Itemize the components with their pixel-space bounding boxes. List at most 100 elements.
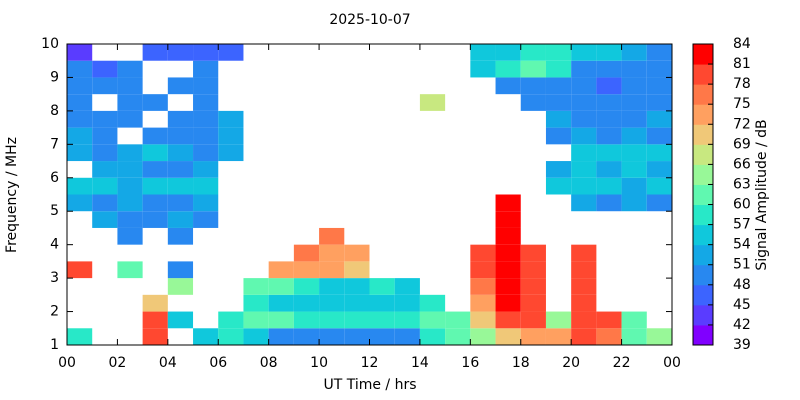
heatmap-cell [167, 77, 194, 95]
heatmap-cell [495, 328, 521, 345]
x-tick-label: 18 [512, 355, 530, 371]
heatmap-cell [142, 294, 168, 312]
heatmap-cell [394, 311, 420, 329]
heatmap-cell [319, 294, 345, 312]
colorbar-segment [693, 124, 713, 145]
heatmap-cell [571, 127, 597, 145]
heatmap-cell [646, 94, 672, 111]
heatmap-cell [218, 110, 244, 128]
heatmap-cell [117, 161, 143, 178]
heatmap-cell [495, 194, 521, 212]
heatmap-cell [520, 60, 546, 78]
heatmap-cell [545, 94, 572, 111]
heatmap-cell [319, 244, 345, 262]
heatmap-cell [268, 328, 294, 345]
heatmap-cell [470, 311, 496, 329]
heatmap-cell [167, 161, 194, 178]
heatmap-cell [344, 278, 370, 295]
heatmap-cell [319, 278, 345, 295]
heatmap-cell [319, 261, 345, 279]
heatmap-cell [571, 144, 597, 162]
colorbar-segment [693, 84, 713, 105]
heatmap-cell [545, 60, 572, 78]
heatmap-cell [67, 77, 93, 95]
heatmap-cell [571, 44, 597, 61]
heatmap-cell [193, 144, 219, 162]
heatmap-cell [193, 177, 219, 195]
colorbar-segment [693, 164, 713, 185]
x-tick-label: 22 [613, 355, 631, 371]
x-tick-label: 10 [310, 355, 328, 371]
chart-title: 2025-10-07 [329, 12, 410, 28]
heatmap-cell [369, 278, 395, 295]
heatmap-cell [646, 161, 672, 178]
heatmap-cell [545, 110, 572, 128]
heatmap-cell [167, 110, 194, 128]
heatmap-cell [571, 94, 597, 111]
colorbar-tick-label: 57 [733, 217, 751, 233]
heatmap-cell [117, 227, 143, 245]
heatmap-cell [142, 44, 168, 61]
heatmap-cell [268, 311, 294, 329]
heatmap-cell [344, 261, 370, 279]
heatmap-cell [394, 328, 420, 345]
heatmap-cell [646, 194, 672, 212]
heatmap-cell [344, 328, 370, 345]
heatmap-cell [571, 194, 597, 212]
heatmap-cell [67, 261, 93, 279]
colorbar-segment [693, 184, 713, 206]
heatmap-cell [571, 77, 597, 95]
heatmap-cell [92, 194, 118, 212]
heatmap-cell [571, 110, 597, 128]
heatmap-cell [92, 161, 118, 178]
heatmap-cell [117, 144, 143, 162]
heatmap-cell [646, 328, 672, 345]
heatmap-cell [419, 328, 446, 345]
colorbar-segment [693, 284, 713, 306]
colorbar-segment [693, 244, 713, 266]
heatmap-cell [142, 127, 168, 145]
heatmap-cell [293, 244, 320, 262]
heatmap-cell [571, 328, 597, 345]
x-tick-label: 16 [461, 355, 479, 371]
heatmap-cell [621, 44, 647, 61]
heatmap-cell [369, 328, 395, 345]
heatmap-cell [646, 127, 672, 145]
heatmap-cell [495, 311, 521, 329]
heatmap-cell [520, 261, 546, 279]
heatmap-cell [117, 94, 143, 111]
heatmap-cell [369, 311, 395, 329]
colorbar-tick-label: 63 [733, 176, 751, 192]
heatmap-cell [646, 44, 672, 61]
heatmap-cell [419, 94, 446, 111]
y-tick-label: 1 [50, 337, 59, 353]
heatmap-cell [243, 328, 269, 345]
heatmap-cell [193, 194, 219, 212]
colorbar-tick-label: 72 [733, 116, 751, 132]
y-tick-label: 2 [50, 304, 59, 320]
heatmap-cell [167, 127, 194, 145]
heatmap-cell [646, 177, 672, 195]
heatmap-cell [243, 311, 269, 329]
heatmap-cell [470, 294, 496, 312]
heatmap-cell [394, 294, 420, 312]
colorbar-segment [693, 324, 713, 346]
heatmap-cell [621, 311, 647, 329]
heatmap-cell [92, 177, 118, 195]
heatmap-cell [142, 328, 168, 345]
heatmap-cell [193, 77, 219, 95]
colorbar-tick-label: 84 [733, 36, 751, 52]
heatmap-cell [596, 311, 622, 329]
heatmap-cell [142, 177, 168, 195]
heatmap-cell [545, 44, 572, 61]
heatmap-cell [167, 261, 194, 279]
heatmap-cell [621, 328, 647, 345]
heatmap-cell [495, 60, 521, 78]
heatmap-cell [67, 177, 93, 195]
heatmap-cell [596, 60, 622, 78]
colorbar-segment [693, 144, 713, 165]
heatmap-cell [142, 144, 168, 162]
heatmap-cell [621, 110, 647, 128]
y-tick-label: 8 [50, 103, 59, 119]
heatmap-cell [596, 144, 622, 162]
